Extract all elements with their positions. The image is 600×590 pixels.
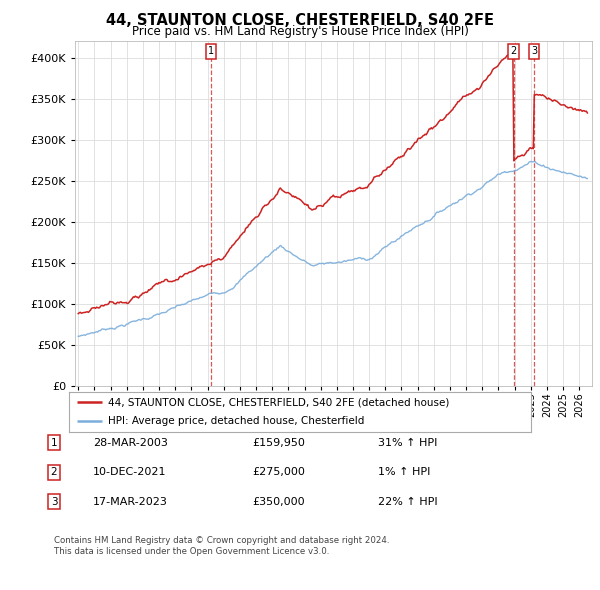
Text: 1% ↑ HPI: 1% ↑ HPI <box>378 467 430 477</box>
Text: 44, STAUNTON CLOSE, CHESTERFIELD, S40 2FE: 44, STAUNTON CLOSE, CHESTERFIELD, S40 2F… <box>106 13 494 28</box>
Text: 2: 2 <box>50 467 58 477</box>
Text: 1: 1 <box>50 438 58 448</box>
Text: 44, STAUNTON CLOSE, CHESTERFIELD, S40 2FE (detached house): 44, STAUNTON CLOSE, CHESTERFIELD, S40 2F… <box>108 397 449 407</box>
Text: 31% ↑ HPI: 31% ↑ HPI <box>378 438 437 448</box>
Text: HPI: Average price, detached house, Chesterfield: HPI: Average price, detached house, Ches… <box>108 417 365 427</box>
Text: £159,950: £159,950 <box>252 438 305 448</box>
Text: Price paid vs. HM Land Registry's House Price Index (HPI): Price paid vs. HM Land Registry's House … <box>131 25 469 38</box>
Text: £350,000: £350,000 <box>252 497 305 507</box>
Text: 1: 1 <box>208 47 214 57</box>
Text: 17-MAR-2023: 17-MAR-2023 <box>93 497 168 507</box>
Text: 22% ↑ HPI: 22% ↑ HPI <box>378 497 437 507</box>
Text: 3: 3 <box>531 47 537 57</box>
Text: 28-MAR-2003: 28-MAR-2003 <box>93 438 168 448</box>
Text: Contains HM Land Registry data © Crown copyright and database right 2024.: Contains HM Land Registry data © Crown c… <box>54 536 389 545</box>
Text: This data is licensed under the Open Government Licence v3.0.: This data is licensed under the Open Gov… <box>54 547 329 556</box>
Text: 3: 3 <box>50 497 58 507</box>
Text: 2: 2 <box>511 47 517 57</box>
Text: £275,000: £275,000 <box>252 467 305 477</box>
Text: 10-DEC-2021: 10-DEC-2021 <box>93 467 167 477</box>
